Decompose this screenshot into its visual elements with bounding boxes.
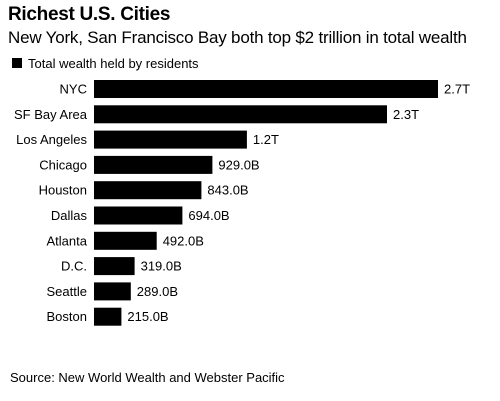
legend-swatch: [12, 58, 22, 68]
category-label: Dallas: [51, 208, 88, 223]
value-label: 215.0B: [127, 309, 168, 324]
bar-sf-bay-area: [94, 105, 387, 124]
value-label: 319.0B: [141, 259, 182, 274]
category-label: Chicago: [39, 157, 87, 172]
legend: Total wealth held by residents: [12, 55, 199, 71]
bar-boston: [94, 307, 122, 326]
category-label: Houston: [39, 183, 87, 198]
value-label: 2.3T: [393, 107, 419, 122]
chart-title: Richest U.S. Cities: [8, 4, 171, 25]
chart-subtitle: New York, San Francisco Bay both top $2 …: [8, 28, 467, 47]
value-label: 1.2T: [253, 132, 279, 147]
category-label: NYC: [60, 82, 87, 97]
value-label: 2.7T: [444, 82, 470, 97]
legend-label: Total wealth held by residents: [28, 55, 199, 71]
bar-houston: [94, 181, 202, 200]
bar-los-angeles: [94, 130, 247, 149]
category-label: Atlanta: [47, 233, 88, 248]
category-label: SF Bay Area: [14, 107, 88, 122]
bar-chicago: [94, 155, 213, 174]
value-label: 694.0B: [188, 208, 229, 223]
value-label: 929.0B: [218, 157, 259, 172]
source-note: Source: New World Wealth and Webster Pac…: [10, 370, 285, 385]
value-label: 492.0B: [163, 233, 204, 248]
value-label: 843.0B: [207, 183, 248, 198]
bar-nyc: [94, 80, 438, 98]
bar-atlanta: [94, 231, 157, 250]
category-label: D.C.: [61, 259, 87, 274]
category-label: Boston: [47, 309, 87, 324]
category-label: Seattle: [47, 284, 87, 299]
bar-dallas: [94, 206, 183, 225]
category-label: Los Angeles: [16, 132, 87, 147]
bar-seattle: [94, 282, 131, 301]
value-label: 289.0B: [137, 284, 178, 299]
bar-d-c: [94, 257, 135, 276]
